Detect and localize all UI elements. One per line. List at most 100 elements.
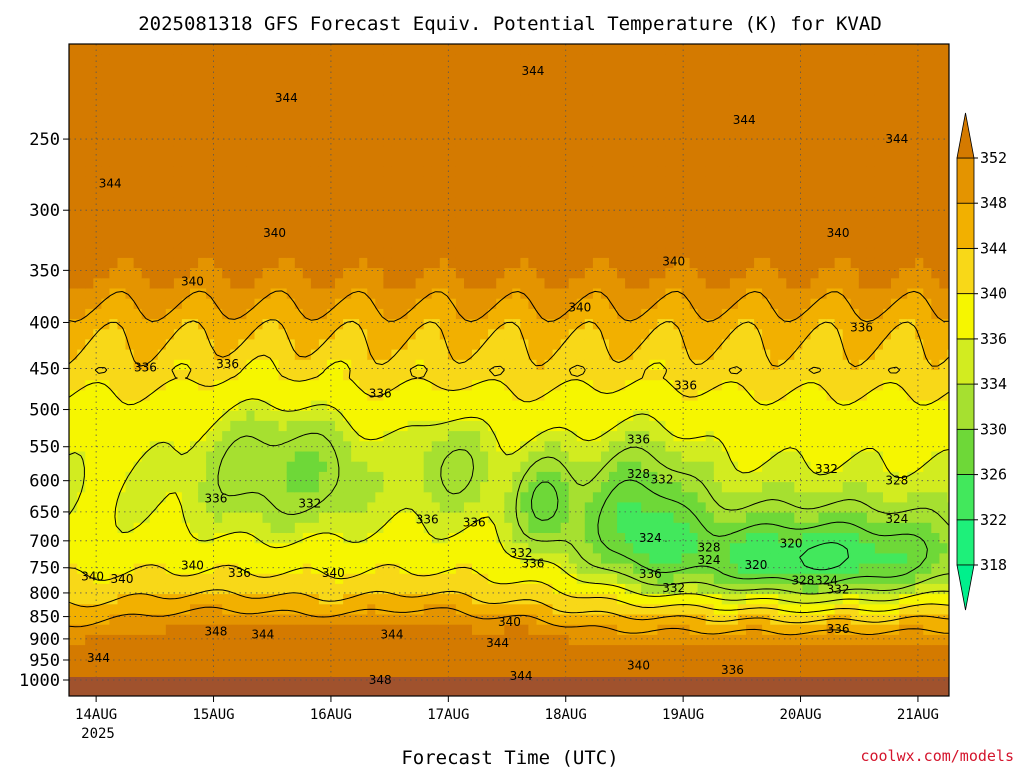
field-cell (214, 431, 223, 442)
field-cell (536, 461, 546, 473)
field-cell (294, 44, 304, 55)
field-cell (415, 553, 425, 565)
field-cell (375, 186, 384, 198)
field-cell (93, 451, 102, 463)
field-cell (173, 166, 183, 177)
field-cell (327, 583, 336, 595)
field-cell (270, 349, 280, 361)
field-cell (335, 176, 344, 188)
field-cell (181, 125, 191, 137)
field-cell (657, 74, 667, 86)
field-cell (423, 380, 433, 391)
field-cell (423, 308, 433, 320)
field-cell (536, 471, 546, 483)
field-cell (367, 176, 376, 188)
field-cell (576, 604, 586, 616)
field-cell (206, 482, 215, 493)
field-cell (149, 237, 159, 249)
field-cell (431, 502, 441, 514)
field-cell (238, 665, 247, 677)
field-cell (407, 553, 417, 565)
field-cell (367, 257, 376, 269)
field-cell (488, 298, 497, 310)
field-cell (689, 370, 699, 381)
field-cell (609, 583, 618, 595)
field-cell (101, 278, 111, 290)
field-cell (689, 594, 699, 605)
field-cell (464, 492, 473, 504)
field-cell (528, 502, 538, 514)
field-cell (447, 492, 457, 504)
field-cell (359, 563, 368, 575)
field-cell (584, 94, 594, 106)
field-cell (464, 237, 473, 249)
field-cell (246, 390, 256, 402)
field-cell (351, 288, 360, 300)
field-cell (294, 84, 304, 96)
field-cell (327, 166, 336, 177)
field-cell (504, 349, 513, 361)
field-cell (673, 319, 683, 330)
field-cell (431, 278, 441, 290)
field-cell (222, 420, 231, 432)
field-cell (391, 512, 401, 524)
field-cell (335, 186, 344, 198)
field-cell (601, 349, 610, 361)
field-cell (584, 390, 594, 402)
field-cell (657, 217, 667, 228)
field-cell (93, 64, 102, 76)
field-cell (359, 339, 368, 351)
field-cell (101, 441, 111, 453)
field-cell (560, 268, 570, 279)
field-cell (617, 135, 626, 147)
field-cell (560, 44, 570, 55)
field-cell (439, 135, 449, 147)
field-cell (584, 166, 594, 177)
field-cell (101, 54, 111, 65)
field-cell (133, 573, 143, 585)
field-cell (367, 268, 376, 279)
field-cell (181, 84, 191, 96)
field-cell (230, 64, 239, 76)
field-cell (262, 44, 272, 55)
field-cell (318, 105, 328, 116)
field-cell (335, 166, 344, 177)
field-cell (109, 64, 119, 76)
field-cell (488, 156, 497, 167)
field-cell (641, 410, 650, 422)
field-cell (109, 349, 119, 361)
field-cell (439, 308, 449, 320)
field-cell (576, 645, 586, 656)
field-cell (222, 451, 231, 463)
field-cell (641, 583, 650, 595)
field-cell (391, 247, 401, 259)
field-cell (125, 583, 135, 595)
field-cell (117, 390, 127, 402)
field-cell (214, 563, 223, 575)
field-cell (327, 533, 336, 544)
field-cell (689, 420, 699, 432)
field-cell (520, 461, 530, 473)
field-cell (455, 492, 465, 504)
field-cell (681, 166, 691, 177)
field-cell (472, 145, 481, 157)
field-cell (528, 94, 538, 106)
field-cell (101, 339, 111, 351)
field-cell (439, 268, 449, 279)
field-cell (423, 237, 433, 249)
field-cell (93, 349, 102, 361)
field-cell (125, 186, 135, 198)
field-cell (681, 451, 691, 463)
field-cell (601, 431, 610, 442)
field-cell (157, 64, 167, 76)
field-cell (93, 512, 102, 524)
field-cell (294, 64, 304, 76)
field-cell (601, 308, 610, 320)
field-cell (480, 410, 489, 422)
field-cell (278, 227, 288, 239)
field-cell (649, 420, 658, 432)
field-cell (254, 471, 264, 483)
field-cell (302, 349, 312, 361)
field-cell (560, 359, 570, 371)
field-cell (149, 533, 159, 544)
